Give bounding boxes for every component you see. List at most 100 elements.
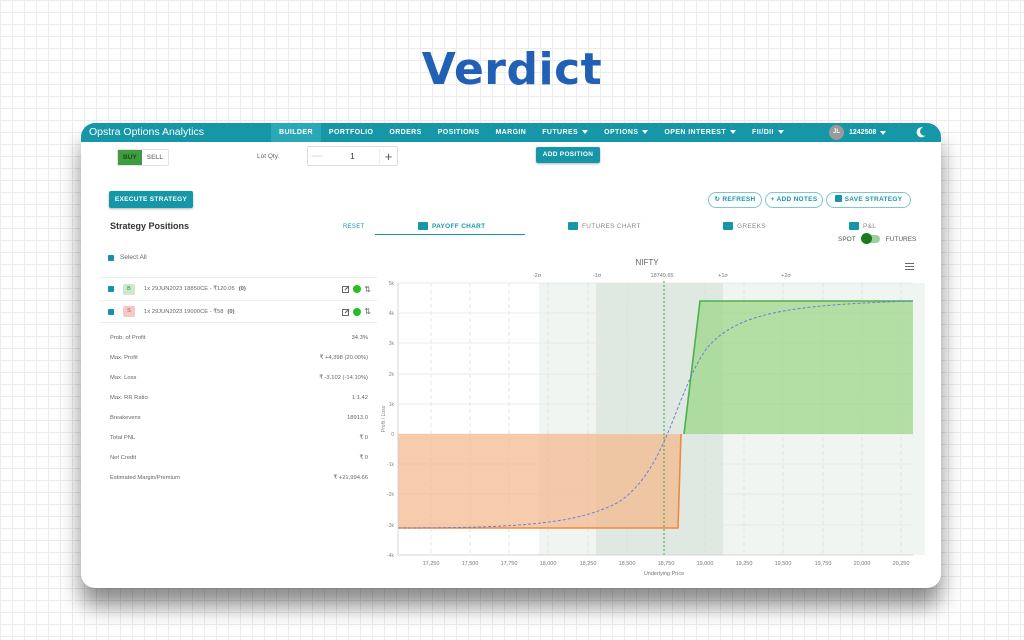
position-text: 1x 29JUN2023 19000CE - ₹58 xyxy=(144,308,224,315)
stat-net-credit: Net Credit ₹ 0 xyxy=(110,455,368,461)
avatar: JL xyxy=(829,125,844,140)
nav-fii-dii[interactable]: FII/DII xyxy=(744,123,792,142)
stat-value: 1:1.42 xyxy=(351,395,368,401)
nav-builder[interactable]: BUILDER xyxy=(271,123,321,142)
decrement-button[interactable]: — xyxy=(311,150,323,162)
reset-button[interactable]: RESET xyxy=(343,224,365,230)
save-label: SAVE STRATEGY xyxy=(844,196,903,203)
profit-area xyxy=(684,301,913,434)
nav-options[interactable]: OPTIONS xyxy=(596,123,656,142)
svg-text:17,500: 17,500 xyxy=(462,561,479,567)
svg-text:-2k: -2k xyxy=(387,492,394,498)
active-status-dot[interactable] xyxy=(353,285,362,293)
brand-title[interactable]: Opstra Options Analytics xyxy=(89,126,204,138)
checkbox-checked-icon[interactable] xyxy=(108,254,114,261)
nav-orders[interactable]: ORDERS xyxy=(381,123,429,142)
checkbox-checked-icon[interactable] xyxy=(108,308,114,315)
nav-label: FII/DII xyxy=(752,129,774,136)
stat-label: Net Credit xyxy=(110,455,137,461)
tab-label: PAYOFF CHART xyxy=(432,222,486,230)
caret-down-icon xyxy=(880,130,887,135)
increment-button[interactable]: + xyxy=(379,148,397,164)
stat-value: ₹ -3,102 (-14.10%) xyxy=(319,375,368,381)
execute-strategy-button[interactable]: EXECUTE STRATEGY xyxy=(109,191,193,208)
stat-label: Total PNL xyxy=(110,435,136,441)
tab-greeks[interactable]: GREEKS xyxy=(723,217,766,235)
stat-value: ₹ +21,994.66 xyxy=(333,475,368,481)
add-notes-button[interactable]: + ADD NOTES xyxy=(765,192,823,208)
nav-label: OPTIONS xyxy=(604,129,639,136)
add-position-button[interactable]: ADD POSITION xyxy=(536,147,600,163)
nav-futures[interactable]: FUTURES xyxy=(534,123,596,142)
stat-value: 34.3% xyxy=(351,335,368,341)
save-icon xyxy=(834,195,842,202)
svg-text:3k: 3k xyxy=(389,341,395,347)
calculator-icon xyxy=(723,222,733,230)
chart-title: NIFTY xyxy=(635,258,659,267)
caret-down-icon xyxy=(582,130,589,135)
tab-label: P&L xyxy=(863,222,877,230)
strategy-positions-title: Strategy Positions xyxy=(110,221,190,231)
edit-icon[interactable] xyxy=(342,285,350,293)
stat-value: ₹ 0 xyxy=(359,435,368,441)
stat-max-loss: Max. Loss ₹ -3,102 (-14.10%) xyxy=(110,375,368,381)
stat-total-pnl: Total PNL ₹ 0 xyxy=(110,435,368,441)
caret-down-icon xyxy=(642,130,649,135)
position-qty: (0) xyxy=(227,308,235,315)
nav-portfolio[interactable]: PORTFOLIO xyxy=(321,123,381,142)
tab-pnl[interactable]: P&L xyxy=(849,217,876,235)
stat-breakevens: Breakevens 18913.0 xyxy=(110,415,368,421)
tab-label: FUTURES CHART xyxy=(582,222,641,230)
tab-futures-chart[interactable]: FUTURES CHART xyxy=(568,217,641,235)
nav-open-interest[interactable]: OPEN INTEREST xyxy=(656,123,744,142)
svg-text:19,250: 19,250 xyxy=(736,561,753,567)
active-tab-indicator xyxy=(375,234,525,235)
svg-text:18,250: 18,250 xyxy=(580,561,597,567)
nav-label: ORDERS xyxy=(389,129,422,136)
sigma-label: +1σ xyxy=(718,273,728,279)
svg-text:19,750: 19,750 xyxy=(815,561,832,567)
swap-icon[interactable]: ⇅ xyxy=(364,307,371,316)
select-all[interactable]: Select All xyxy=(108,254,147,261)
moon-icon[interactable] xyxy=(915,126,927,138)
position-row: S 1x 29JUN2023 19000CE - ₹58 (0) ⇅ xyxy=(99,300,377,323)
nav-label: OPEN INTEREST xyxy=(664,129,727,136)
swap-icon[interactable]: ⇅ xyxy=(364,284,371,294)
nav-label: BUILDER xyxy=(279,129,313,136)
y-axis-label: Profit / Loss xyxy=(381,405,387,432)
user-id: 1242508 xyxy=(849,129,877,136)
stat-value: ₹ +4,398 (20.00%) xyxy=(319,355,368,361)
spot-futures-toggle: SPOT FUTURES xyxy=(838,233,917,244)
area-chart-icon xyxy=(568,222,578,230)
position-text: 1x 29JUN2023 18850CE - ₹120.05 xyxy=(144,286,235,292)
stat-label: Max. Profit xyxy=(110,355,138,361)
svg-text:-3k: -3k xyxy=(387,523,394,529)
select-all-label: Select All xyxy=(120,254,147,261)
spot-label: SPOT xyxy=(838,235,856,243)
today-curve xyxy=(397,300,914,529)
lot-qty-input[interactable]: 1 xyxy=(350,151,355,161)
table-icon xyxy=(849,222,859,230)
svg-text:19,000: 19,000 xyxy=(697,561,714,567)
toggle-switch[interactable] xyxy=(860,233,880,244)
user-menu[interactable]: JL 1242508 xyxy=(829,125,887,140)
svg-text:1k: 1k xyxy=(389,402,395,408)
futures-label: FUTURES xyxy=(885,235,917,243)
sigma-label: -1σ xyxy=(593,273,602,279)
nav-margin[interactable]: MARGIN xyxy=(487,123,534,142)
chart-menu-icon[interactable] xyxy=(905,263,914,270)
sigma-label: +2σ xyxy=(781,273,791,279)
buy-button[interactable]: BUY xyxy=(118,150,142,165)
svg-text:20,000: 20,000 xyxy=(854,561,871,567)
nav-positions[interactable]: POSITIONS xyxy=(430,123,488,142)
refresh-button[interactable]: ↻ REFRESH xyxy=(708,192,762,208)
tab-payoff-chart[interactable]: PAYOFF CHART xyxy=(418,217,485,235)
nav-label: MARGIN xyxy=(495,129,527,136)
active-status-dot[interactable] xyxy=(353,307,362,316)
save-strategy-button[interactable]: SAVE STRATEGY xyxy=(826,192,911,208)
svg-text:-4k: -4k xyxy=(387,553,394,559)
sell-button[interactable]: SELL xyxy=(146,154,164,161)
edit-icon[interactable] xyxy=(342,308,350,316)
svg-text:20,250: 20,250 xyxy=(893,561,910,567)
checkbox-checked-icon[interactable] xyxy=(108,286,114,292)
